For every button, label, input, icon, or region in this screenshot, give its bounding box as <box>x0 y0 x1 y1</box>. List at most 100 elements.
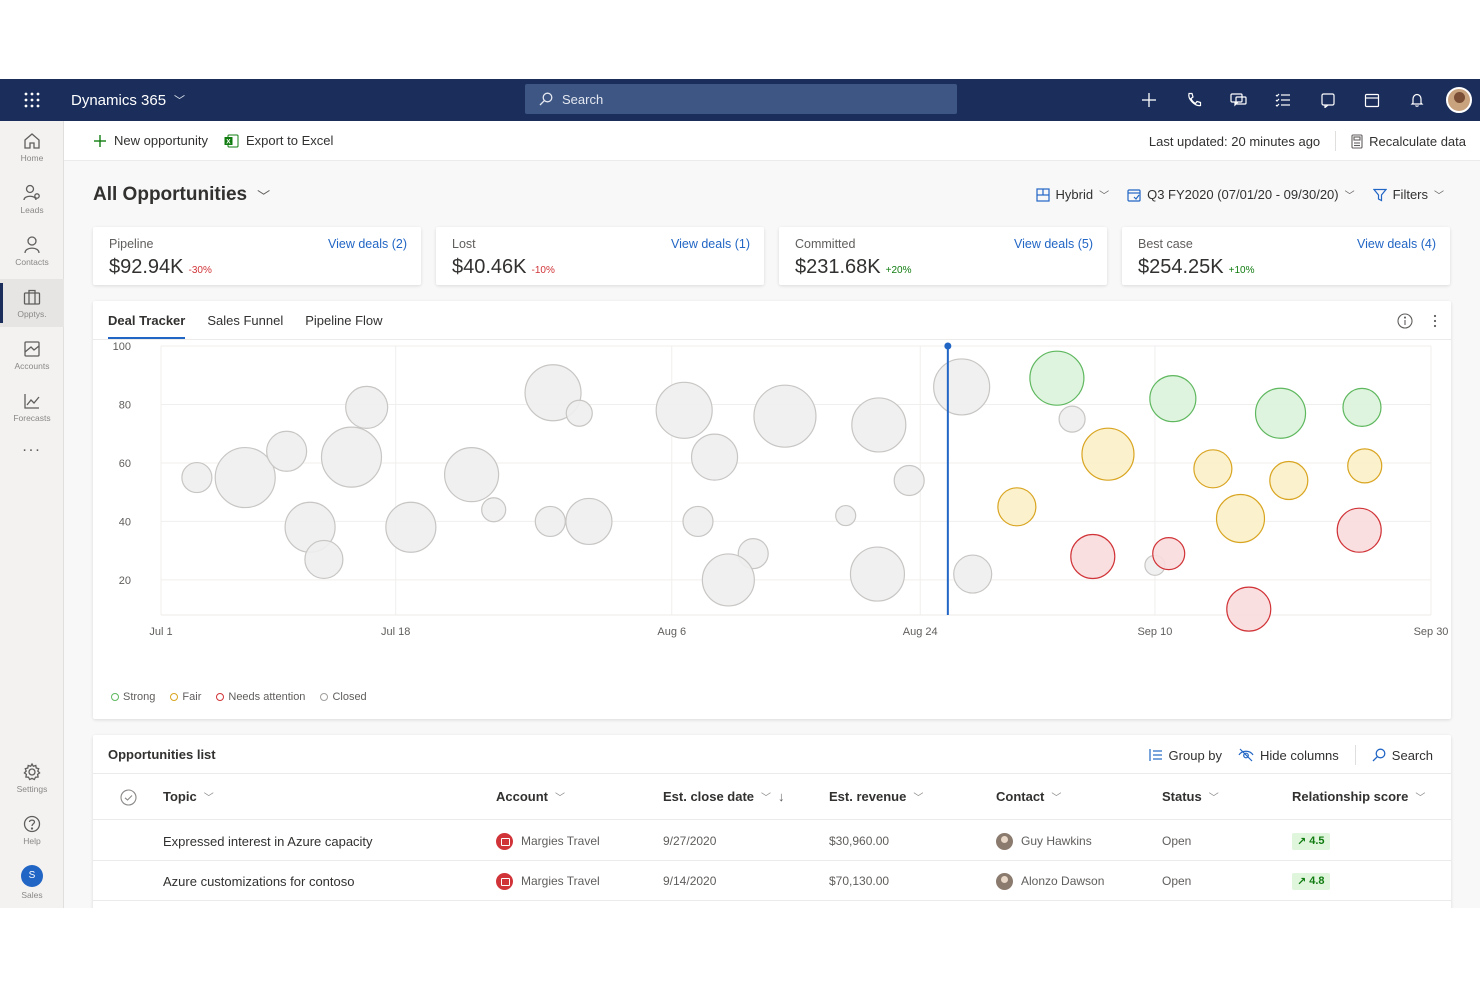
new-opportunity-button[interactable]: New opportunity <box>93 133 208 148</box>
recalculate-button[interactable]: Recalculate data <box>1351 134 1466 149</box>
global-search-input[interactable]: Search <box>525 84 957 114</box>
account-name: Margies Travel <box>521 874 600 888</box>
nav-item-leads[interactable]: Leads <box>0 175 64 223</box>
column-header-revenue[interactable]: Est. revenue ﹀ <box>829 789 923 804</box>
add-icon <box>94 134 106 147</box>
layout-icon <box>1035 187 1050 202</box>
bubble-closed <box>565 399 593 427</box>
nav-item-home[interactable]: Home <box>0 123 64 171</box>
last-updated-text: Last updated: 20 minutes ago <box>1148 133 1321 149</box>
filters-button[interactable]: Filters ﹀ <box>1372 187 1444 202</box>
nav-item-contacts[interactable]: Contacts <box>0 227 64 275</box>
legend-swatch <box>170 693 179 701</box>
period-dropdown[interactable]: Q3 FY2020 (07/01/20 - 09/30/20) ﹀ <box>1127 187 1355 202</box>
briefcase-icon <box>23 289 41 305</box>
export-excel-button[interactable]: X Export to Excel <box>224 133 333 148</box>
legend-swatch <box>320 693 329 701</box>
table-row[interactable]: Expressed interest in Azure capacity Mar… <box>93 821 1451 861</box>
cell-contact[interactable]: Alonzo Dawson <box>996 861 1104 901</box>
area-switcher[interactable]: S Sales <box>0 858 64 906</box>
top-bar: Dynamics 365 ﹀ Search <box>0 79 1480 121</box>
tab-deal-tracker[interactable]: Deal Tracker <box>108 301 186 339</box>
legend-label: Closed <box>332 691 367 703</box>
layout-dropdown[interactable]: Hybrid ﹀ <box>1035 187 1109 202</box>
bubble-closed <box>682 505 714 538</box>
column-header-account[interactable]: Account ﹀ <box>496 789 565 804</box>
notification-icon[interactable] <box>1394 79 1439 121</box>
column-label: Account <box>496 789 548 804</box>
assistant-icon[interactable] <box>1305 79 1350 121</box>
list-search-button[interactable]: Search <box>1372 748 1433 763</box>
column-label: Est. revenue <box>829 789 907 804</box>
calendar-icon[interactable] <box>1350 79 1395 121</box>
nav-label: Opptys. <box>17 308 47 319</box>
y-tick-label: 100 <box>113 341 131 353</box>
bubble-fair <box>997 487 1037 527</box>
tab-pipeline-flow[interactable]: Pipeline Flow <box>305 313 383 328</box>
nav-item-help[interactable]: Help <box>0 806 64 854</box>
select-all-checkbox[interactable] <box>120 789 137 806</box>
bubble-closed <box>320 426 383 488</box>
chat-icon[interactable] <box>1216 79 1261 121</box>
cell-status: Open <box>1162 834 1192 848</box>
add-icon[interactable] <box>1127 79 1172 121</box>
tab-sales-funnel[interactable]: Sales Funnel <box>207 313 284 328</box>
more-icon[interactable]: ... <box>22 438 42 455</box>
nav-item-forecasts[interactable]: Forecasts <box>0 383 64 431</box>
chevron-down-icon: ﹀ <box>1208 793 1219 804</box>
column-header-status[interactable]: Status ﹀ <box>1162 789 1219 804</box>
task-list-icon[interactable] <box>1261 79 1306 121</box>
button-label: New opportunity <box>114 133 208 148</box>
cell-topic[interactable]: Azure customizations for contoso <box>163 873 355 889</box>
legend-label: Strong <box>123 691 156 703</box>
column-header-contact[interactable]: Contact ﹀ <box>996 789 1061 804</box>
hide-icon <box>1238 748 1254 762</box>
nav-item-opportunities[interactable]: Opptys. <box>0 279 64 327</box>
view-deals-link[interactable]: View deals (5) <box>1014 237 1093 251</box>
nav-label: Leads <box>20 204 44 215</box>
bubble-closed <box>534 505 566 538</box>
view-deals-link[interactable]: View deals (1) <box>671 237 750 251</box>
app-switcher[interactable]: Dynamics 365 ﹀ <box>71 92 185 109</box>
phone-icon[interactable] <box>1171 79 1216 121</box>
nav-item-accounts[interactable]: Accounts <box>0 331 64 379</box>
cell-account[interactable]: Margies Travel <box>496 821 600 861</box>
today-marker <box>944 342 952 350</box>
cell-status: Open <box>1162 874 1192 888</box>
bubble-closed <box>953 554 993 594</box>
cell-close-date: 9/14/2020 <box>663 874 717 888</box>
cell-account[interactable]: Margies Travel <box>496 861 600 901</box>
account-icon <box>496 832 513 850</box>
cell-contact[interactable]: Guy Hawkins <box>996 821 1092 861</box>
help-icon <box>23 815 41 832</box>
button-label: Recalculate data <box>1369 133 1466 149</box>
app-name: Dynamics 365 <box>71 91 167 109</box>
hide-columns-button[interactable]: Hide columns <box>1238 748 1339 763</box>
avatar[interactable] <box>1446 87 1472 113</box>
column-header-topic[interactable]: Topic ﹀ <box>163 789 214 804</box>
y-tick-label: 40 <box>119 516 131 528</box>
calculator-icon <box>1351 133 1363 149</box>
view-selector[interactable]: All Opportunities ﹀ <box>93 184 270 206</box>
button-label: Export to Excel <box>245 133 334 148</box>
legend-swatch <box>216 693 225 701</box>
waffle-icon[interactable] <box>0 79 64 121</box>
kpi-delta: -10% <box>531 265 555 276</box>
bubble-fair <box>1215 493 1266 544</box>
x-tick-label: Jul 1 <box>149 626 172 638</box>
x-tick-label: Aug 24 <box>903 626 938 638</box>
chevron-down-icon: ﹀ <box>761 793 772 804</box>
column-header-relationship-score[interactable]: Relationship score ﹀ <box>1292 789 1425 804</box>
table-row[interactable]: Azure customizations for contoso Margies… <box>93 861 1451 901</box>
column-header-close-date[interactable]: Est. close date ﹀ ↓ <box>663 789 785 804</box>
bubble-closed <box>266 430 308 472</box>
group-by-button[interactable]: Group by <box>1148 748 1222 763</box>
contact-avatar <box>996 832 1013 850</box>
view-deals-link[interactable]: View deals (2) <box>328 237 407 251</box>
more-options-icon[interactable] <box>1429 313 1441 334</box>
info-icon[interactable] <box>1397 313 1413 334</box>
cell-topic[interactable]: Expressed interest in Azure capacity <box>163 833 373 849</box>
nav-item-settings[interactable]: Settings <box>0 754 64 802</box>
bubble-needs-attention <box>1152 536 1186 571</box>
view-deals-link[interactable]: View deals (4) <box>1357 237 1436 251</box>
